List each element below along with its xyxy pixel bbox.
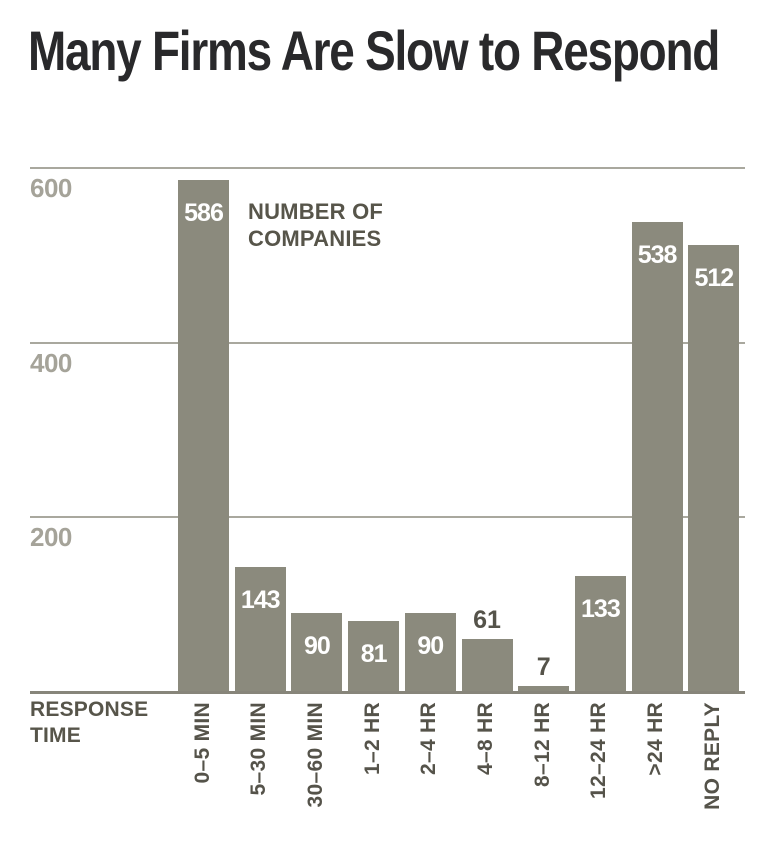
bar-8-12-hr <box>518 685 570 692</box>
gridline-200 <box>30 516 745 519</box>
bar-value: 586 <box>184 199 224 228</box>
bar-value: 512 <box>694 263 734 292</box>
y-tick-label: 200 <box>30 522 72 553</box>
bar-value: 90 <box>303 632 331 661</box>
x-tick-label: 2–4 HR <box>417 702 441 776</box>
bar-24-hr: 538 <box>631 222 683 692</box>
y-tick-label: 400 <box>30 347 72 378</box>
y-axis-note: NUMBER OF COMPANIES <box>248 199 384 251</box>
bar-value: 143 <box>240 586 281 615</box>
bar-1-2-hr: 81 <box>348 621 400 692</box>
bar-12-24-hr: 133 <box>574 575 626 692</box>
y-tick-label: 600 <box>30 173 72 203</box>
gridline-600 <box>30 167 745 169</box>
gridline-400 <box>30 341 745 344</box>
x-tick-label: 30–60 MIN <box>303 702 327 808</box>
bar-5-30-min: 143 <box>234 567 286 692</box>
x-tick-label: 0–5 MIN <box>190 702 214 784</box>
bar-30-60-min: 90 <box>291 613 343 692</box>
x-axis-title: RESPONSE TIME <box>30 698 149 747</box>
chart-title: Many Firms Are Slow to Respond <box>28 19 720 82</box>
bar-value: 7 <box>536 652 551 681</box>
bar-value: 90 <box>417 632 444 661</box>
x-tick-label: 4–8 HR <box>474 702 497 776</box>
bar-2-4-hr: 90 <box>404 613 456 692</box>
x-tick-label: 5–30 MIN <box>247 702 271 796</box>
bar-4-8-hr <box>461 638 513 692</box>
bar-value: 538 <box>637 241 678 270</box>
plot-area: NUMBER OF COMPANIES 600 400 200 586 143 90 81 9… <box>30 167 745 694</box>
x-tick-label: NO REPLY <box>700 702 724 810</box>
x-tick-label: 8–12 HR <box>530 702 554 787</box>
x-tick-label: 12–24 HR <box>587 702 611 799</box>
bar-value: 61 <box>473 605 501 634</box>
x-tick-label: 1–2 HR <box>360 702 384 776</box>
bar-value: 133 <box>581 594 621 623</box>
bar-no-reply: 512 <box>688 244 740 692</box>
x-tick-label: >24 HR <box>644 702 668 776</box>
bar-0-5-min: 586 <box>178 180 229 692</box>
x-axis-line <box>30 691 745 694</box>
bar-value: 81 <box>360 640 388 669</box>
